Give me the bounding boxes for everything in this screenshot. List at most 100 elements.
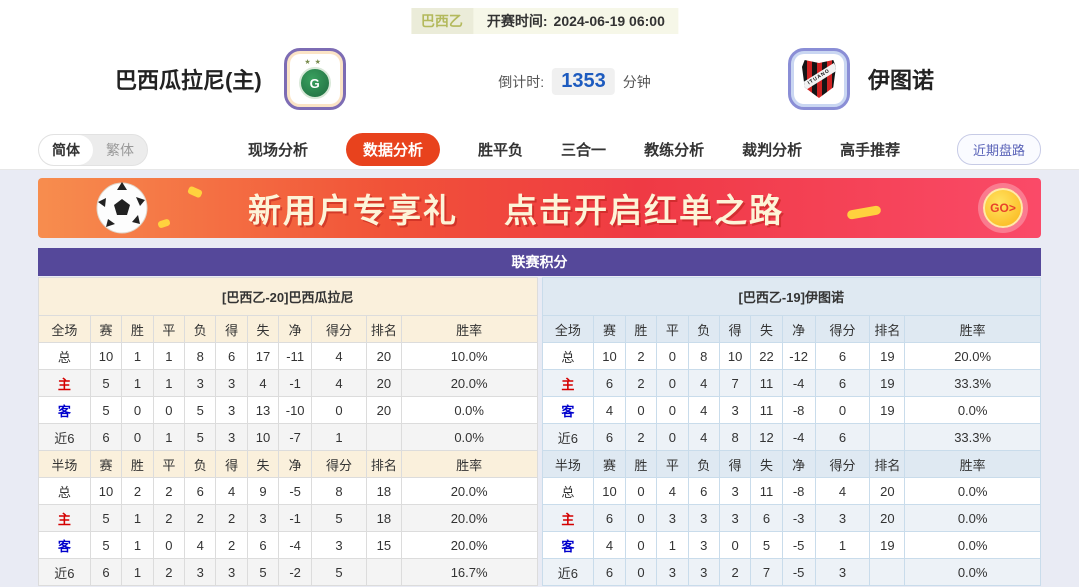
row-label: 客	[38, 531, 91, 559]
row-label: 主	[541, 369, 595, 397]
away-team-name: 伊图诺	[867, 68, 934, 93]
stat-cell: 0	[624, 396, 658, 424]
column-header: 排名	[365, 450, 402, 478]
stat-cell: 6	[89, 558, 123, 586]
stat-row: 总 10 2 2 6 4 9 -5 8 18 20.0%	[38, 477, 538, 505]
column-header: 净	[278, 315, 313, 343]
nav-bar: 简体 繁体 现场分析 数据分析 胜平负 三合一 教练分析 裁判分析 高手推荐 近…	[0, 130, 1079, 170]
stat-cell: 10	[89, 342, 123, 370]
stat-cell: 0	[152, 396, 186, 424]
stat-cell: 6	[184, 477, 217, 505]
stat-cell: 6	[246, 531, 280, 559]
stat-cell: 0	[624, 558, 658, 586]
stat-cell: 0	[624, 504, 658, 532]
stat-cell: -5	[781, 531, 816, 559]
stat-cell: 1	[121, 558, 154, 586]
stat-cell: 0.0%	[400, 396, 538, 424]
stat-cell: 3	[687, 504, 720, 532]
column-header: 负	[184, 315, 217, 343]
stat-cell: 18	[365, 477, 402, 505]
stat-cell: 4	[687, 369, 720, 397]
stat-cell: 33.3%	[904, 423, 1041, 451]
stat-cell: 3	[215, 558, 248, 586]
stat-cell: 3	[311, 531, 367, 559]
stat-row: 主 5 1 1 3 3 4 -1 4 20 20.0%	[38, 369, 538, 397]
stat-cell: 0	[121, 396, 154, 424]
lang-traditional-button[interactable]: 繁体	[106, 141, 134, 158]
stat-cell: 3	[246, 504, 280, 532]
column-header: 得分	[311, 315, 367, 343]
stat-cell: 4	[593, 396, 626, 424]
row-label: 总	[541, 342, 595, 370]
tab-three-in-one[interactable]: 三合一	[561, 142, 607, 159]
stat-cell: 0.0%	[400, 423, 538, 451]
tab-coach-analysis[interactable]: 教练分析	[644, 142, 705, 159]
stat-cell: 20	[365, 369, 402, 397]
stat-cell: 2	[624, 369, 658, 397]
stat-cell: 20	[869, 477, 906, 505]
stat-row: 近6 6 0 3 3 2 7 -5 3 0.0%	[541, 558, 1041, 586]
tab-expert-picks[interactable]: 高手推荐	[840, 142, 901, 159]
stat-cell: 1	[152, 342, 186, 370]
go-button[interactable]: GO>	[983, 188, 1023, 228]
tab-referee-analysis[interactable]: 裁判分析	[742, 142, 803, 159]
stat-cell: 0	[311, 396, 367, 424]
column-header: 平	[152, 450, 186, 478]
tab-win-draw-loss[interactable]: 胜平负	[478, 142, 524, 159]
stat-cell: -4	[781, 423, 816, 451]
league-standings: 联赛积分 [巴西乙-20]巴西瓜拉尼 全场赛胜平负得失净得分 排名 胜率总 10 1 1 8…	[38, 248, 1041, 586]
stat-row: 总 10 1 1 8 6 17 -11 4 20 10.0%	[38, 342, 538, 370]
stat-cell: 0	[656, 369, 689, 397]
football-icon	[96, 182, 148, 234]
home-team-name: 巴西瓜拉尼(主)	[115, 68, 262, 93]
stat-cell: 6	[750, 504, 783, 532]
countdown: 倒计时: 1353 分钟	[498, 68, 651, 95]
stat-cell: 10	[246, 423, 280, 451]
coin-icon	[157, 218, 171, 229]
recent-trend-button[interactable]: 近期盘路	[956, 134, 1041, 165]
column-header: 净	[781, 315, 816, 343]
stat-cell: 4	[184, 531, 217, 559]
stat-cell: 4	[593, 531, 626, 559]
stat-cell: 0	[656, 423, 689, 451]
stat-cell: 4	[246, 369, 280, 397]
stat-cell: 1	[121, 531, 154, 559]
row-label: 客	[38, 396, 91, 424]
lang-simplified-button[interactable]: 简体	[39, 134, 93, 165]
stat-cell: 11	[750, 369, 783, 397]
stat-cell: 13	[246, 396, 280, 424]
stat-cell: -1	[278, 504, 313, 532]
stat-cell: 20	[365, 396, 402, 424]
stat-cell: 2	[152, 504, 186, 532]
tab-data-analysis[interactable]: 数据分析	[346, 133, 441, 166]
stat-row: 客 5 0 0 5 3 13 -10 0 20 0.0%	[38, 396, 538, 424]
stat-cell: 19	[869, 531, 906, 559]
stat-cell: 1	[152, 369, 186, 397]
stat-cell: 3	[656, 504, 689, 532]
stat-cell	[365, 558, 402, 586]
stat-cell: 5	[89, 531, 123, 559]
stat-cell	[365, 423, 402, 451]
stat-cell: 2	[121, 477, 154, 505]
away-team: ITUANO 伊图诺	[787, 48, 934, 110]
row-label: 总	[38, 342, 91, 370]
away-standings-table: [巴西乙-19]伊图诺 全场赛胜平负得失净得分 排名 胜率总 10 2 0 8 10 22 -12…	[541, 277, 1041, 586]
column-header: 赛	[593, 450, 626, 478]
row-label: 主	[38, 369, 91, 397]
stat-cell: 3	[718, 477, 752, 505]
column-header: 胜	[121, 315, 154, 343]
promo-banner[interactable]: 新用户专享礼 点击开启红单之路 GO>	[38, 178, 1041, 238]
stat-cell: 1	[152, 423, 186, 451]
stat-cell: 6	[593, 504, 626, 532]
column-header: 排名	[365, 315, 402, 343]
column-header: 失	[750, 450, 783, 478]
stat-cell: 11	[750, 477, 783, 505]
stat-cell: 6	[89, 423, 123, 451]
stat-cell: 3	[718, 504, 752, 532]
stat-cell: 3	[814, 558, 871, 586]
tab-live-analysis[interactable]: 现场分析	[248, 142, 309, 159]
stat-cell: 6	[814, 423, 871, 451]
stat-cell: -2	[278, 558, 313, 586]
away-table-header: [巴西乙-19]伊图诺	[541, 277, 1041, 316]
stat-cell: -8	[781, 477, 816, 505]
